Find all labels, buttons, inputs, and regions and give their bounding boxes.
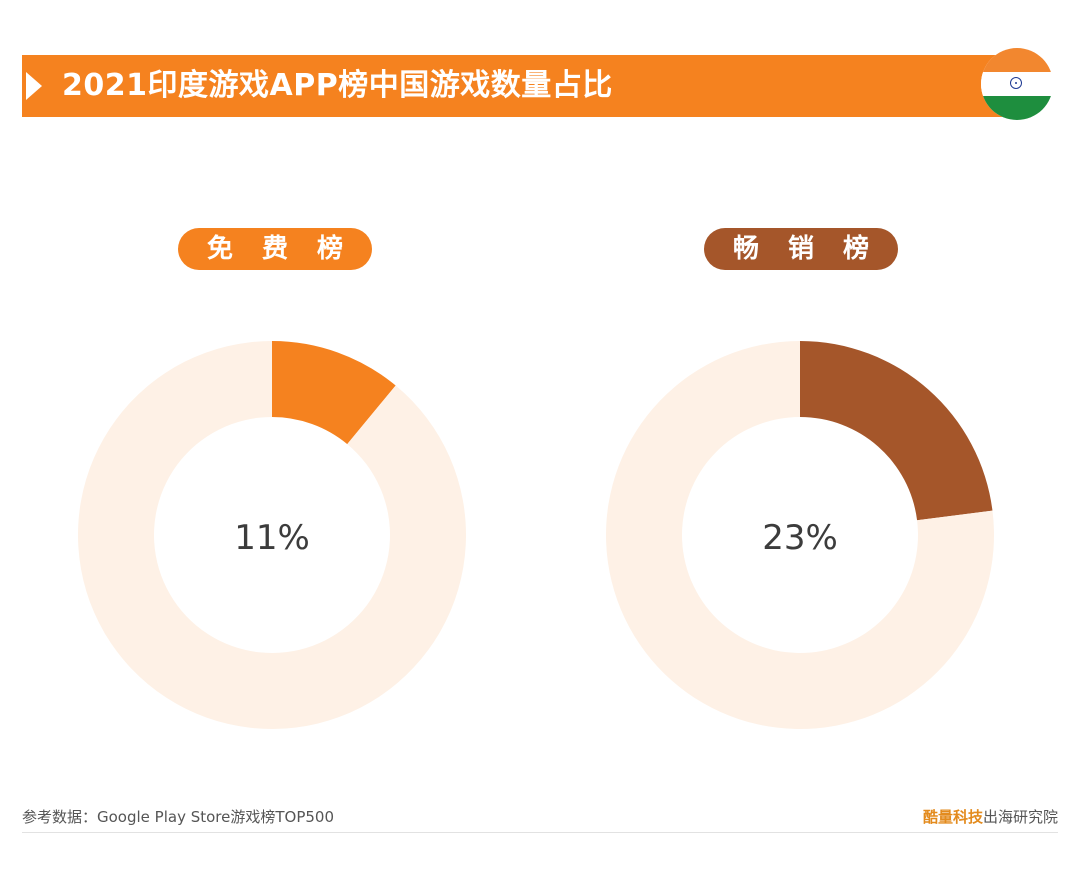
credit-note: 酷量科技出海研究院 — [923, 806, 1058, 827]
free-chart-title: 免 费 榜 — [178, 228, 372, 270]
free-donut-slice-other — [77, 341, 466, 729]
credit-rest: 出海研究院 — [982, 808, 1058, 826]
play-arrow-icon — [26, 72, 42, 100]
free-center-label: 11% — [234, 518, 310, 558]
grossing-chart-title: 畅 销 榜 — [704, 228, 898, 270]
grossing-donut-slice-other — [606, 341, 995, 729]
india-flag-icon — [981, 48, 1053, 120]
free-donut-slice-chinese-games — [272, 341, 396, 445]
footer-divider — [22, 832, 1058, 833]
title-banner: 2021印度游戏APP榜中国游戏数量占比 — [22, 55, 1022, 117]
grossing-center-label: 23% — [762, 518, 838, 558]
credit-brand: 酷量科技 — [922, 808, 983, 826]
source-note: 参考数据：Google Play Store游戏榜TOP500 — [22, 808, 335, 826]
page-title: 2021印度游戏APP榜中国游戏数量占比 — [62, 68, 613, 103]
grossing-donut-slice-chinese-games — [800, 341, 993, 521]
ashoka-chakra-icon — [1010, 77, 1022, 89]
